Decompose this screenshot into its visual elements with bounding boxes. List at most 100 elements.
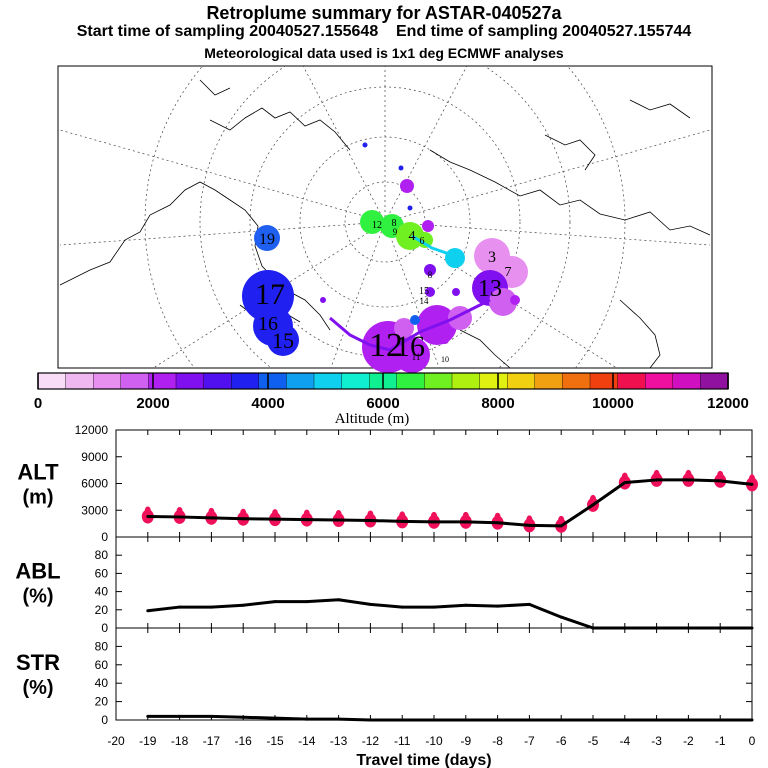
map-day-label: 8 <box>428 270 433 280</box>
x-tick-label: -14 <box>298 734 316 748</box>
series-point <box>591 718 595 722</box>
series-point <box>178 714 182 718</box>
series-point <box>305 600 309 604</box>
altitude-scatter-point <box>240 508 247 517</box>
y-tick-label: 80 <box>95 548 109 562</box>
y-tick-label: 0 <box>101 530 108 544</box>
series-point <box>591 503 595 507</box>
series-line <box>147 478 753 528</box>
colorbar-cell <box>230 372 260 390</box>
colorbar-cell <box>424 372 453 390</box>
series-point <box>750 718 754 722</box>
y-tick-label: 80 <box>95 639 109 653</box>
plume-blob <box>417 232 433 248</box>
altitude-scatter-point <box>526 515 533 524</box>
x-axis-label: Travel time (days) <box>356 752 491 768</box>
colorbar-tick-label: 4000 <box>251 395 284 412</box>
series-point <box>146 514 150 518</box>
series-point <box>750 482 754 486</box>
y-tick-label: 9000 <box>81 450 108 464</box>
series-point <box>337 598 341 602</box>
plume-track <box>329 298 491 352</box>
panel-frame <box>115 627 753 721</box>
colorbar-cell <box>396 372 426 390</box>
colorbar-cell <box>258 372 288 390</box>
x-tick-label: -10 <box>425 734 443 748</box>
series-point <box>623 718 627 722</box>
colorbar-cell <box>286 372 315 390</box>
plume-blob <box>407 205 413 211</box>
map-graticule <box>59 66 711 368</box>
series-point <box>432 520 436 524</box>
altitude-scatter-point <box>462 511 469 520</box>
series-line <box>147 598 752 630</box>
series-point <box>241 603 245 607</box>
series-point <box>527 523 531 527</box>
series-point <box>305 717 309 721</box>
map-day-label: 15 <box>272 328 294 353</box>
y-tick-label: 20 <box>95 695 109 709</box>
altitude-scatter-point <box>208 507 215 516</box>
x-tick-label: -8 <box>492 734 503 748</box>
series-point <box>686 478 690 482</box>
chart-title: Retroplume summary for ASTAR-040527a <box>206 3 562 23</box>
colorbar-cell <box>37 372 67 390</box>
map-day-label: 12 <box>369 327 403 364</box>
plume-blobs <box>242 142 528 373</box>
end-time-label: End time of sampling 20040527.155744 <box>396 23 692 40</box>
series-point <box>368 602 372 606</box>
y-tick-label: 20 <box>95 603 109 617</box>
coastlines <box>59 79 711 368</box>
series-point <box>241 517 245 521</box>
series-point <box>718 479 722 483</box>
altitude-scatter-point <box>653 469 660 478</box>
colorbar-cell <box>617 372 646 390</box>
map-day-label: 15 <box>419 286 429 297</box>
plume-blob <box>394 318 414 338</box>
altitude-colorbar: 0 2000 4000 6000 8000 10000 12000 Altitude (m) <box>34 372 749 427</box>
colorbar-cell <box>451 372 481 390</box>
map-day-label: 16 <box>258 313 278 335</box>
series-point <box>273 600 277 604</box>
y-tick-label: 6000 <box>81 477 108 491</box>
series-point <box>209 714 213 718</box>
start-time-label: Start time of sampling 20040527.155648 <box>76 23 379 40</box>
series-point <box>178 605 182 609</box>
altitude-scatter-point <box>176 506 183 515</box>
plume-blob <box>422 220 434 232</box>
panel-unit: (%) <box>22 677 53 699</box>
plume-blob <box>400 179 414 193</box>
colorbar-cell <box>203 372 232 390</box>
map-day-label: 12 <box>372 220 382 231</box>
x-tick-label: -16 <box>235 734 253 748</box>
x-tick-label: -9 <box>460 734 471 748</box>
series-point <box>496 718 500 722</box>
series-point <box>464 520 468 524</box>
map-day-label: 16 <box>395 330 425 363</box>
chart-subtitle: Meteorological data used is 1x1 deg ECMW… <box>204 45 564 61</box>
colorbar-tick-label: 12000 <box>707 395 749 412</box>
series-point <box>559 615 563 619</box>
altitude-scatter-point <box>749 474 755 483</box>
sampling-times: Start time of sampling 20040527.155648 E… <box>0 23 768 41</box>
series-point <box>146 714 150 718</box>
panel-label: ABL <box>15 559 60 584</box>
altitude-scatter-point <box>717 470 724 479</box>
series-point <box>337 717 341 721</box>
x-tick-label: -4 <box>619 734 630 748</box>
plume-track <box>411 234 456 258</box>
series-point <box>337 518 341 522</box>
map-day-label: 17 <box>255 278 285 311</box>
series-point <box>241 715 245 719</box>
plume-blob <box>398 165 404 171</box>
series-point <box>496 521 500 525</box>
colorbar-cell <box>120 372 150 390</box>
series-point <box>368 519 372 523</box>
x-tick-label: -15 <box>266 734 284 748</box>
plume-blob <box>410 315 420 325</box>
series-point <box>146 609 150 613</box>
panel-frame <box>115 536 753 629</box>
plume-blob <box>320 297 326 303</box>
series-line <box>147 714 752 722</box>
